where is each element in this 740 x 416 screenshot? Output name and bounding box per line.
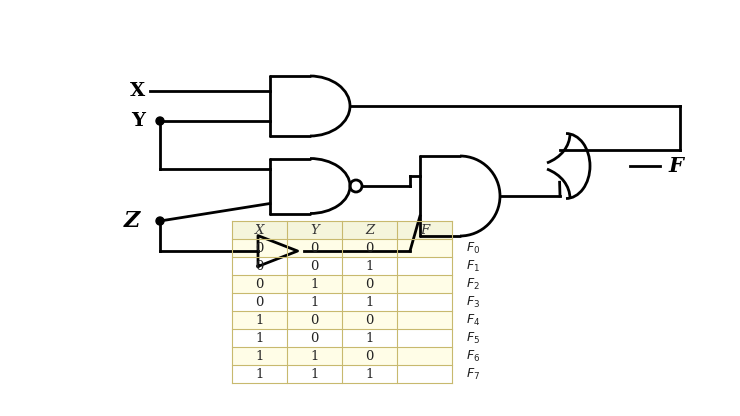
Text: 1: 1: [310, 349, 319, 362]
Text: 1: 1: [255, 332, 263, 344]
FancyBboxPatch shape: [232, 257, 452, 275]
FancyBboxPatch shape: [232, 293, 452, 311]
Text: 0: 0: [366, 242, 374, 255]
Text: X: X: [255, 223, 264, 237]
Text: X: X: [130, 82, 145, 100]
FancyBboxPatch shape: [232, 311, 452, 329]
FancyBboxPatch shape: [232, 239, 452, 257]
Text: 0: 0: [255, 260, 263, 272]
Text: $F_{4}$: $F_{4}$: [466, 312, 480, 327]
FancyBboxPatch shape: [232, 329, 452, 347]
Text: 0: 0: [310, 260, 319, 272]
FancyBboxPatch shape: [232, 365, 452, 383]
Text: 1: 1: [366, 295, 374, 309]
Text: Z: Z: [124, 210, 140, 232]
Text: 1: 1: [310, 295, 319, 309]
Text: 1: 1: [255, 367, 263, 381]
Text: 1: 1: [255, 314, 263, 327]
Text: 1: 1: [366, 332, 374, 344]
Text: Y: Y: [310, 223, 319, 237]
Text: $F_{0}$: $F_{0}$: [466, 240, 480, 255]
Text: Y: Y: [131, 112, 145, 130]
Text: $F_{1}$: $F_{1}$: [466, 258, 480, 274]
FancyBboxPatch shape: [232, 275, 452, 293]
Text: 1: 1: [366, 367, 374, 381]
Text: $F_{7}$: $F_{7}$: [466, 366, 480, 381]
Text: 1: 1: [366, 260, 374, 272]
Text: F: F: [420, 223, 429, 237]
Text: 1: 1: [310, 367, 319, 381]
FancyBboxPatch shape: [232, 347, 452, 365]
Text: 0: 0: [366, 349, 374, 362]
Text: $F_{3}$: $F_{3}$: [466, 295, 480, 310]
Text: Z: Z: [365, 223, 374, 237]
Text: F: F: [668, 156, 683, 176]
Text: 1: 1: [255, 349, 263, 362]
Text: 0: 0: [255, 242, 263, 255]
Text: 0: 0: [310, 242, 319, 255]
Circle shape: [156, 117, 164, 125]
Text: 0: 0: [255, 295, 263, 309]
Text: 0: 0: [255, 277, 263, 290]
Text: 0: 0: [366, 277, 374, 290]
Text: $F_{2}$: $F_{2}$: [466, 277, 480, 292]
FancyBboxPatch shape: [232, 221, 452, 239]
Text: 0: 0: [310, 332, 319, 344]
Text: 0: 0: [310, 314, 319, 327]
Text: $F_{6}$: $F_{6}$: [466, 349, 480, 364]
Text: 0: 0: [366, 314, 374, 327]
Circle shape: [156, 217, 164, 225]
Text: 1: 1: [310, 277, 319, 290]
Text: $F_{5}$: $F_{5}$: [466, 330, 480, 346]
